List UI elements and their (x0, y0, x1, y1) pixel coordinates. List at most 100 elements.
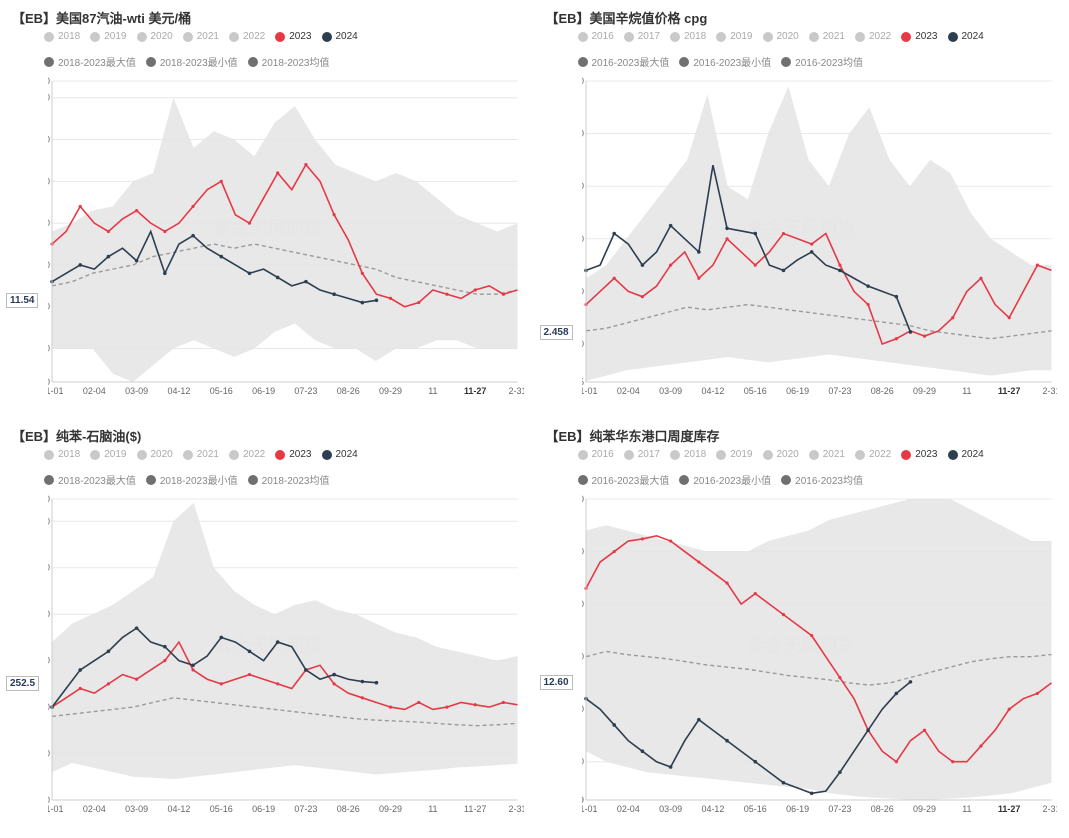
legend-item-2018[interactable]: 2018 (44, 31, 80, 42)
svg-text:07-23: 07-23 (294, 386, 317, 396)
legend-item-2017[interactable]: 2017 (624, 31, 660, 42)
legend-item-2018[interactable]: 2018 (44, 449, 80, 460)
legend-item-2023[interactable]: 2023 (901, 449, 937, 460)
legend-item-2016[interactable]: 2016 (578, 449, 614, 460)
legend-swatch (679, 57, 689, 67)
svg-text:64.00: 64.00 (48, 77, 50, 86)
svg-text:01-01: 01-01 (582, 804, 597, 814)
legend-item-stat[interactable]: 2016-2023均值 (781, 54, 863, 69)
legend-item-2022[interactable]: 2022 (229, 449, 265, 460)
chart-legend-1: 2018 2019 2020 2021 2022 2023 2024 2018-2023最大值… (4, 29, 532, 73)
svg-text:12.00: 12.00 (582, 77, 584, 86)
legend-item-2020[interactable]: 2020 (763, 31, 799, 42)
legend-label: 2020 (777, 31, 799, 42)
legend-item-2021[interactable]: 2021 (183, 31, 219, 42)
legend-label: 2016-2023最大值 (592, 472, 670, 487)
svg-text:02-04: 02-04 (616, 386, 639, 396)
legend-item-2020[interactable]: 2020 (137, 31, 173, 42)
svg-text:15.00: 15.00 (582, 652, 584, 662)
legend-item-2023[interactable]: 2023 (275, 449, 311, 460)
svg-text:60.00: 60.00 (48, 93, 50, 103)
legend-item-2024[interactable]: 2024 (322, 31, 358, 42)
legend-swatch (855, 450, 865, 460)
chart-title: 【EB】纯苯-石脑油($) (4, 422, 532, 447)
svg-text:09-29: 09-29 (379, 386, 402, 396)
legend-swatch (183, 450, 193, 460)
legend-item-stat[interactable]: 2018-2023均值 (248, 472, 330, 487)
legend-item-2023[interactable]: 2023 (901, 31, 937, 42)
legend-label: 2024 (962, 449, 984, 460)
svg-text:03-09: 03-09 (125, 804, 148, 814)
svg-text:01-01: 01-01 (48, 386, 63, 396)
legend-item-stat[interactable]: 2016-2023最小值 (679, 472, 771, 487)
legend-label: 2023 (915, 31, 937, 42)
svg-text:11: 11 (428, 804, 437, 814)
legend-item-2024[interactable]: 2024 (322, 449, 358, 460)
legend-label: 2021 (823, 31, 845, 42)
legend-label: 2018-2023最大值 (58, 54, 136, 69)
svg-text:03-09: 03-09 (659, 386, 682, 396)
svg-text:5.000: 5.000 (582, 757, 584, 767)
legend-item-2019[interactable]: 2019 (90, 31, 126, 42)
legend-label: 2021 (197, 449, 219, 460)
legend-item-2022[interactable]: 2022 (855, 31, 891, 42)
legend-item-2018[interactable]: 2018 (670, 449, 706, 460)
legend-item-stat[interactable]: 2016-2023最大值 (578, 54, 670, 69)
svg-text:05-16: 05-16 (743, 804, 766, 814)
svg-text:09-29: 09-29 (913, 386, 936, 396)
legend-label: 2022 (869, 449, 891, 460)
legend-item-2019[interactable]: 2019 (90, 449, 126, 460)
chart-panel-1: 【EB】美国87汽油-wti 美元/桶 20182019202020212022… (4, 4, 532, 416)
legend-label: 2022 (243, 31, 265, 42)
svg-text:4.000: 4.000 (582, 286, 584, 296)
legend-swatch (578, 32, 588, 42)
legend-item-stat[interactable]: 2018-2023最小值 (146, 54, 238, 69)
legend-label: 2023 (915, 449, 937, 460)
legend-label: 2018 (58, 449, 80, 460)
svg-text:02-04: 02-04 (83, 804, 106, 814)
legend-item-stat[interactable]: 2016-2023最小值 (679, 54, 771, 69)
legend-item-stat[interactable]: 2018-2023最小值 (146, 472, 238, 487)
legend-item-2022[interactable]: 2022 (229, 31, 265, 42)
legend-swatch (44, 450, 54, 460)
legend-item-stat[interactable]: 2018-2023最大值 (44, 54, 136, 69)
svg-text:08-26: 08-26 (337, 804, 360, 814)
legend-label: 2018-2023最大值 (58, 472, 136, 487)
legend-item-2024[interactable]: 2024 (948, 449, 984, 460)
legend-item-2019[interactable]: 2019 (716, 449, 752, 460)
legend-item-2018[interactable]: 2018 (670, 31, 706, 42)
legend-label: 2016 (592, 31, 614, 42)
svg-text:01-01: 01-01 (582, 386, 597, 396)
legend-item-2019[interactable]: 2019 (716, 31, 752, 42)
legend-item-2024[interactable]: 2024 (948, 31, 984, 42)
svg-text:400.0: 400.0 (48, 609, 50, 619)
svg-text:11-27: 11-27 (997, 386, 1019, 396)
legend-item-2021[interactable]: 2021 (183, 449, 219, 460)
legend-item-2023[interactable]: 2023 (275, 31, 311, 42)
chart-title: 【EB】美国辛烷值价格 cpg (538, 4, 1066, 29)
legend-item-2017[interactable]: 2017 (624, 449, 660, 460)
svg-text:0.000: 0.000 (48, 344, 50, 354)
legend-item-2021[interactable]: 2021 (809, 449, 845, 460)
legend-swatch (322, 450, 332, 460)
svg-text:06-19: 06-19 (786, 386, 809, 396)
legend-swatch (90, 32, 100, 42)
legend-swatch (679, 475, 689, 485)
legend-label: 2019 (104, 31, 126, 42)
legend-item-stat[interactable]: 2016-2023最大值 (578, 472, 670, 487)
legend-label: 2018-2023最小值 (160, 54, 238, 69)
legend-item-stat[interactable]: 2018-2023最大值 (44, 472, 136, 487)
legend-item-stat[interactable]: 2018-2023均值 (248, 54, 330, 69)
legend-swatch (44, 475, 54, 485)
legend-item-2016[interactable]: 2016 (578, 31, 614, 42)
legend-swatch (44, 32, 54, 42)
current-value-label-3: 252.5 (6, 676, 39, 691)
svg-text:20.00: 20.00 (48, 260, 50, 270)
chart-legend-3: 2018 2019 2020 2021 2022 2023 2024 2018-2023最大值… (4, 447, 532, 491)
legend-item-2021[interactable]: 2021 (809, 31, 845, 42)
legend-item-2020[interactable]: 2020 (137, 449, 173, 460)
legend-item-2022[interactable]: 2022 (855, 449, 891, 460)
legend-item-stat[interactable]: 2016-2023均值 (781, 472, 863, 487)
legend-swatch (624, 450, 634, 460)
legend-item-2020[interactable]: 2020 (763, 449, 799, 460)
